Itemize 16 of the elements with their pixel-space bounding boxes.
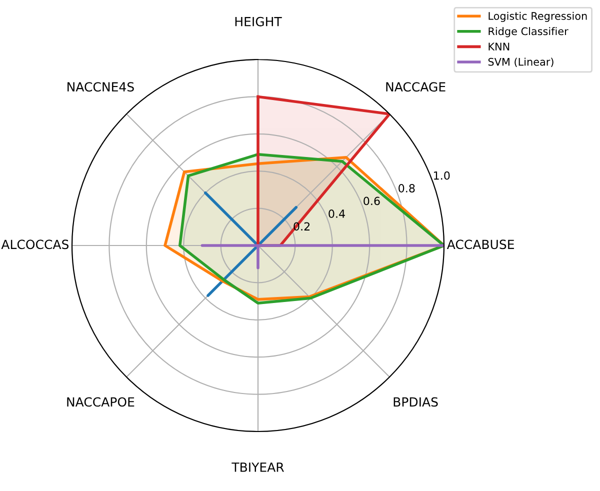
legend-label: SVM (Linear): [488, 58, 554, 67]
legend-label: Logistic Regression: [488, 12, 587, 22]
spoke-label: HEIGHT: [235, 16, 282, 26]
y-tick-label: 0.6: [364, 196, 380, 206]
y-tick-label: 1.0: [434, 171, 450, 180]
legend-label: Ridge Classifier: [488, 27, 568, 38]
legend-label: KNN: [488, 42, 510, 50]
y-tick-label: 0.8: [398, 184, 415, 192]
spoke-label: ALCOCCAS: [1, 240, 69, 250]
spoke-label: BPDIAS: [394, 397, 438, 407]
spoke-label: ACCABUSE: [446, 240, 514, 250]
spoke-label: TBIYEAR: [232, 462, 284, 472]
y-tick-label: 0.4: [328, 209, 345, 218]
spoke-label: NACCAPOE: [67, 397, 134, 407]
spoke-label: NACCNE4S: [68, 82, 134, 92]
spoke-label: NACCAGE: [386, 82, 446, 92]
